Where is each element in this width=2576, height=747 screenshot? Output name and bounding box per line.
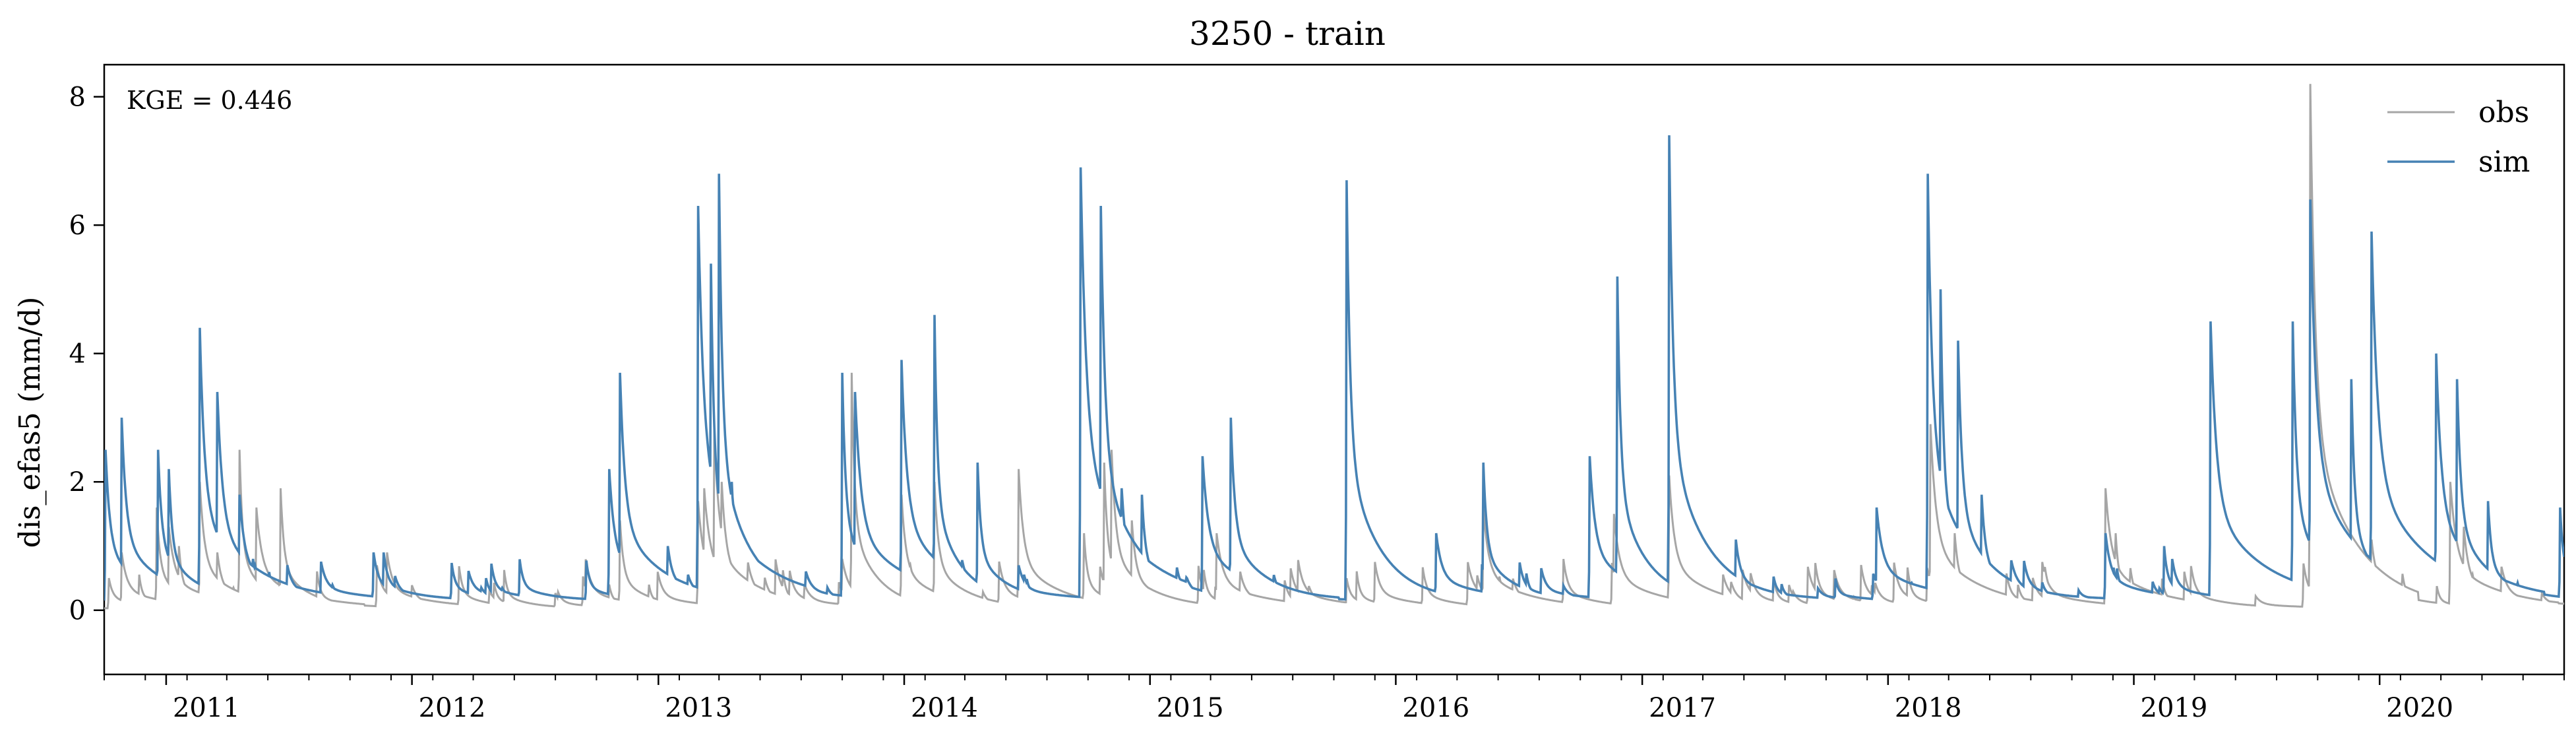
x-tick-label: 2020 xyxy=(2386,693,2453,723)
y-tick-label: 2 xyxy=(69,467,86,498)
plot-area xyxy=(103,63,2565,676)
series-line-sim xyxy=(104,135,2564,601)
x-tick-label: 2013 xyxy=(665,693,732,723)
legend-label-sim: sim xyxy=(2478,145,2530,179)
x-tick-label: 2018 xyxy=(1895,693,1962,723)
x-axis: 2011 2012 2013 2014 2015 2016 2017 2018 2019 2020 xyxy=(104,674,2565,723)
x-tick-label: 2011 xyxy=(173,693,240,723)
x-tick-label: 2015 xyxy=(1157,693,1224,723)
series-line-obs xyxy=(104,84,2564,610)
y-tick-label: 0 xyxy=(69,596,86,626)
y-tick-label: 8 xyxy=(69,82,86,113)
y-tick-label: 6 xyxy=(69,211,86,241)
chart-title: 3250 - train xyxy=(1189,15,1386,53)
x-tick-label: 2016 xyxy=(1402,693,1469,723)
x-tick-label: 2014 xyxy=(911,693,978,723)
y-axis: 0 2 4 6 8 xyxy=(69,82,104,626)
legend-label-obs: obs xyxy=(2478,96,2529,129)
legend: obs sim xyxy=(2387,96,2530,179)
x-tick-label: 2019 xyxy=(2141,693,2208,723)
y-axis-label: dis_efas5 (mm/d) xyxy=(13,297,47,548)
x-tick-label: 2012 xyxy=(419,693,486,723)
y-tick-label: 4 xyxy=(69,339,86,370)
x-tick-label: 2017 xyxy=(1649,693,1716,723)
kge-annotation: KGE = 0.446 xyxy=(127,86,292,115)
